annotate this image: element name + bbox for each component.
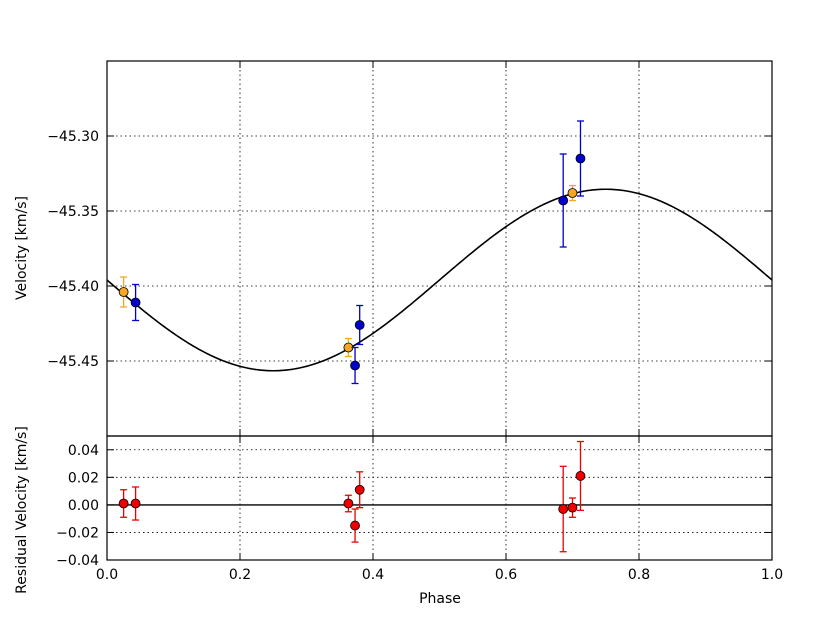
velocity-model-curve — [106, 188, 773, 372]
velocity-point — [118, 287, 129, 297]
velocity-grid — [107, 61, 772, 436]
residual-point — [118, 498, 129, 509]
residual-panel: 0.0 0.2 0.4 0.6 0.8 1.0 0.04 0.02 0.00 −0.02 −0.04… — [14, 426, 783, 607]
velocity-point — [575, 153, 586, 164]
velocity-point — [130, 297, 141, 308]
residual-point — [350, 520, 360, 531]
velocity-data-points — [118, 120, 586, 385]
residual-y-tick-label: 0.04 — [68, 443, 99, 459]
residual-point — [354, 484, 365, 495]
residual-point — [558, 504, 569, 514]
residual-x-tick-label: 1.0 — [761, 567, 783, 583]
residual-x-tick-label: 0.4 — [362, 567, 384, 583]
residual-grid — [107, 436, 772, 560]
velocity-point — [343, 342, 354, 353]
velocity-panel: −45.30 −45.35 −45.40 −45.45 Velocity [km/s] — [14, 60, 773, 437]
velocity-y-axis-label: Velocity [km/s] — [14, 196, 30, 300]
residual-point — [567, 502, 578, 513]
residual-point — [343, 498, 354, 509]
residual-y-axis-label: Residual Velocity [km/s] — [14, 426, 30, 594]
velocity-y-tick-label: −45.35 — [47, 204, 99, 220]
residual-x-tick-label: 0.2 — [229, 567, 251, 583]
velocity-point — [354, 320, 365, 330]
residual-y-tick-label: 0.00 — [68, 498, 99, 514]
velocity-model-line — [106, 188, 773, 372]
velocity-point — [567, 188, 578, 198]
residual-y-tick-label: −0.04 — [56, 553, 99, 569]
residual-plot-frame — [106, 435, 773, 561]
residual-point — [130, 498, 141, 509]
residual-y-tick-label: −0.02 — [56, 525, 99, 541]
residual-x-tick-label: 0.0 — [96, 567, 118, 583]
residual-point — [575, 471, 586, 481]
residual-data-points — [118, 440, 586, 553]
velocity-point — [350, 360, 360, 371]
residual-axis-ticks: 0.0 0.2 0.4 0.6 0.8 1.0 0.04 0.02 0.00 −0.02 −0.04 — [56, 436, 783, 583]
velocity-y-tick-label: −45.30 — [47, 129, 99, 145]
velocity-y-ticks: −45.30 −45.35 −45.40 −45.45 — [47, 61, 772, 436]
residual-x-tick-label: 0.6 — [495, 567, 517, 583]
velocity-y-tick-label: −45.45 — [47, 354, 99, 370]
velocity-point — [558, 195, 569, 206]
residual-x-tick-label: 0.8 — [628, 567, 650, 583]
velocity-plot-frame — [106, 60, 773, 437]
phase-x-axis-label: Phase — [419, 591, 461, 607]
residual-y-tick-label: 0.02 — [68, 470, 99, 486]
velocity-y-tick-label: −45.40 — [47, 279, 99, 295]
